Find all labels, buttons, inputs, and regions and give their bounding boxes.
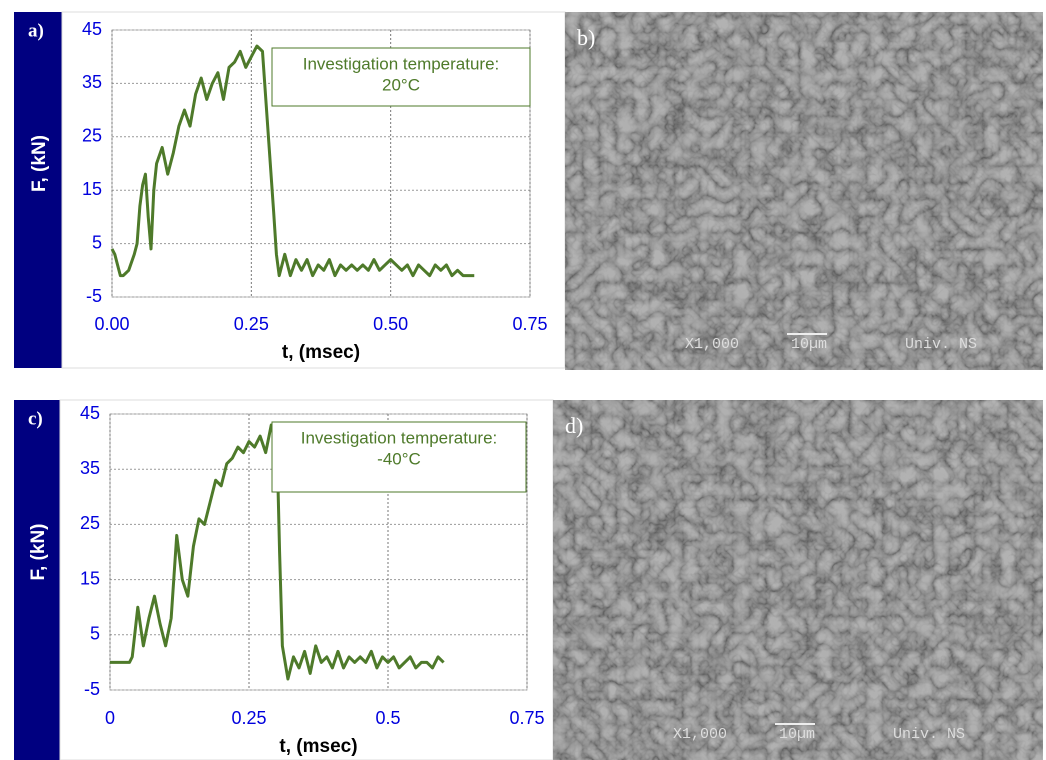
y-tick-label: 5 <box>90 624 100 644</box>
y-tick-label: 5 <box>92 232 102 252</box>
x-tick-label: 0 <box>105 708 115 728</box>
x-tick-label: 0.00 <box>94 314 129 334</box>
y-tick-label: 45 <box>80 403 100 423</box>
panel-label: b) <box>577 25 595 50</box>
x-axis-label: t, (msec) <box>279 736 357 757</box>
annotation-box <box>271 421 527 493</box>
panel-label: a) <box>28 20 44 41</box>
y-tick-label: 15 <box>80 568 100 588</box>
annotation-text: 20°C <box>382 75 420 94</box>
annotation-box <box>271 47 531 107</box>
x-tick-label: 0.75 <box>512 314 547 334</box>
y-tick-label: 45 <box>82 19 102 39</box>
y-axis-label: F, (kN) <box>28 524 49 581</box>
annotation-text: -40°C <box>377 449 421 468</box>
axis-strip <box>14 400 60 760</box>
x-tick-label: 0.50 <box>373 314 408 334</box>
y-tick-label: 25 <box>82 126 102 146</box>
y-axis-label: F, (kN) <box>29 135 50 192</box>
sem-image-texture <box>553 400 1043 760</box>
y-tick-label: 35 <box>82 72 102 92</box>
sem-scale: 10µm <box>791 336 827 353</box>
sem-source: Univ. NS <box>905 336 977 353</box>
x-tick-label: 0.75 <box>509 708 544 728</box>
annotation-text: Investigation temperature: <box>303 54 500 73</box>
x-tick-label: 0.5 <box>375 708 400 728</box>
x-axis-label: t, (msec) <box>282 342 360 363</box>
y-tick-label: -5 <box>86 286 102 306</box>
data-line <box>110 44 475 278</box>
y-tick-label: -5 <box>84 679 100 699</box>
panel-label: d) <box>565 413 583 438</box>
sem-image-texture <box>565 12 1043 370</box>
sem-magnification: X1,000 <box>673 726 727 743</box>
y-tick-label: 35 <box>80 458 100 478</box>
panel-label: c) <box>28 408 43 429</box>
annotation-text: Investigation temperature: <box>301 428 498 447</box>
axis-strip <box>14 12 62 368</box>
sem-scale: 10µm <box>779 726 815 743</box>
y-tick-label: 25 <box>80 513 100 533</box>
y-tick-label: 15 <box>82 179 102 199</box>
x-tick-label: 0.25 <box>231 708 266 728</box>
sem-source: Univ. NS <box>893 726 965 743</box>
x-tick-label: 0.25 <box>234 314 269 334</box>
data-line <box>110 423 445 681</box>
sem-magnification: X1,000 <box>685 336 739 353</box>
